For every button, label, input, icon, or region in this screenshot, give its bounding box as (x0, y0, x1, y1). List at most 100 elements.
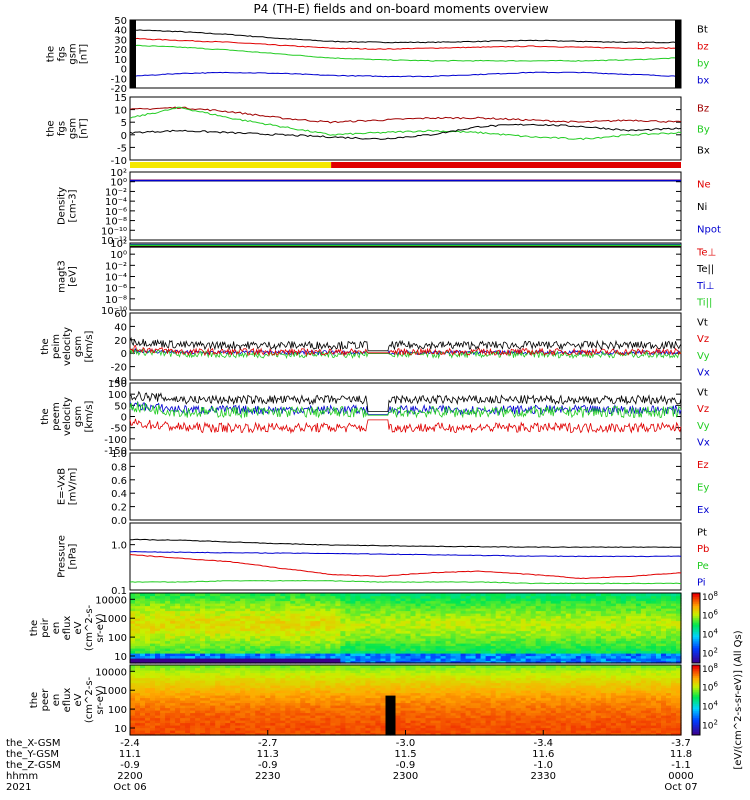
spectrogram-cell (330, 722, 336, 726)
spectrogram-cell (325, 672, 331, 676)
spectrogram-cell (185, 605, 191, 609)
spectrogram-cell (170, 687, 176, 691)
spectrogram-cell (275, 730, 281, 734)
spectrogram-cell (580, 605, 587, 609)
spectrogram-cell (355, 603, 361, 607)
spectrogram-cell (130, 625, 136, 629)
spectrogram-cell (375, 595, 381, 599)
spectrogram-cell (135, 593, 141, 597)
spectrogram-cell (676, 598, 682, 602)
spectrogram-cell (300, 707, 306, 711)
spectrogram-cell (175, 710, 181, 714)
spectrogram-cell (275, 685, 281, 689)
ytick-label: 10² (110, 168, 127, 179)
spectrogram-cell (355, 640, 361, 644)
spectrogram-cell (590, 608, 597, 612)
spectrogram-cell (190, 665, 196, 669)
spectrogram-cell (175, 732, 181, 736)
spectrogram-cell (410, 712, 417, 716)
spectrogram-cell (400, 700, 407, 704)
spectrogram-cell (495, 593, 502, 597)
spectrogram-cell (210, 638, 216, 642)
spectrogram-cell (335, 630, 341, 634)
spectrogram-cell (530, 635, 537, 639)
spectrogram-cell (175, 613, 181, 617)
spectrogram-cell (150, 692, 156, 696)
spectrogram-cell (365, 635, 371, 639)
spectrogram-cell (280, 727, 286, 731)
ylabel-line: gsm (68, 43, 79, 64)
spectrogram-cell (615, 605, 622, 609)
spectrogram-cell (265, 633, 271, 637)
spectrogram-cell (340, 620, 346, 624)
spectrogram-cell (610, 625, 617, 629)
spectrogram-cell (380, 687, 387, 691)
spectrogram-cell (380, 695, 387, 699)
spectrogram-cell (350, 670, 356, 674)
spectrogram-cell (370, 672, 376, 676)
spectrogram-cell (510, 623, 517, 627)
spectrogram-cell (415, 613, 422, 617)
spectrogram-cell (565, 633, 572, 637)
spectrogram-cell (245, 595, 251, 599)
spectrogram-cell (450, 598, 457, 602)
spectrogram-cell (290, 710, 296, 714)
spectrogram-cell (460, 623, 467, 627)
spectrogram-cell (210, 635, 216, 639)
spectrogram-cell (290, 702, 296, 706)
spectrogram-cell (580, 623, 587, 627)
spectrogram-cell (625, 648, 632, 652)
spectrogram-cell (210, 593, 216, 597)
spectrogram-cell (530, 658, 537, 662)
ylabel-line: the (46, 46, 57, 62)
spectrogram-cell (200, 633, 206, 637)
spectrogram-cell (180, 682, 186, 686)
spectrogram-cell (350, 618, 356, 622)
spectrogram-cell (620, 600, 627, 604)
spectrogram-cell (405, 605, 412, 609)
spectrogram-cell (415, 605, 422, 609)
ytick-label: -50 (111, 424, 127, 435)
spectrogram-cell (180, 610, 186, 614)
spectrogram-cell (405, 633, 412, 637)
spectrogram-cell (275, 670, 281, 674)
spectrogram-cell (390, 660, 397, 664)
spectrogram-cell (135, 722, 141, 726)
spectrogram-cell (370, 667, 376, 671)
spectrogram-cell (250, 702, 256, 706)
spectrogram-cell (635, 643, 642, 647)
spectrogram-cell (540, 643, 547, 647)
spectrogram-cell (380, 720, 387, 724)
spectrogram-cell (145, 690, 151, 694)
spectrogram-cell (610, 630, 617, 634)
spectrogram-cell (240, 695, 246, 699)
spectrogram-cell (490, 645, 497, 649)
spectrogram-cell (500, 598, 507, 602)
spectrogram-cell (145, 715, 151, 719)
spectrogram-cell (610, 600, 617, 604)
spectrogram-cell (295, 722, 301, 726)
spectrogram-cell (240, 717, 246, 721)
spectrogram-cell (305, 710, 311, 714)
spectrogram-cell (455, 608, 462, 612)
spectrogram-cell (335, 608, 341, 612)
spectrogram-cell (215, 603, 221, 607)
spectrogram-cell (235, 658, 241, 662)
spectrogram-cell (255, 648, 261, 652)
spectrogram-cell (555, 605, 562, 609)
spectrogram-cell (350, 692, 356, 696)
ytick-label: 0.0 (111, 516, 127, 527)
spectrogram-cell (270, 655, 276, 659)
spectrogram-cell (245, 715, 251, 719)
spectrogram-cell (150, 705, 156, 709)
spectrogram-cell (215, 667, 221, 671)
spectrogram-cell (380, 685, 387, 689)
spectrogram-cell (215, 638, 221, 642)
spectrogram-cell (245, 660, 251, 664)
spectrogram-cell (225, 722, 231, 726)
spectrogram-cell (330, 680, 336, 684)
spectrogram-cell (350, 727, 356, 731)
spectrogram-cell (255, 628, 261, 632)
ylabel-line: [km/s] (84, 400, 95, 432)
spectrogram-cell (315, 625, 321, 629)
